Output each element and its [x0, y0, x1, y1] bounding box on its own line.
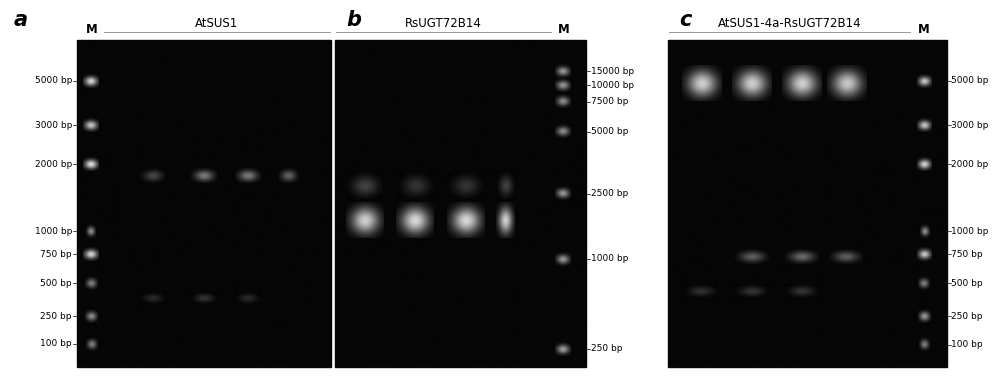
Text: M: M — [918, 23, 930, 36]
Text: M: M — [85, 23, 97, 36]
Text: 1000 bp: 1000 bp — [35, 227, 72, 236]
Text: 1000 bp: 1000 bp — [951, 227, 989, 236]
Text: 2000 bp: 2000 bp — [35, 160, 72, 169]
Text: 100 bp: 100 bp — [40, 339, 72, 348]
Text: c: c — [679, 10, 692, 29]
Text: 750 bp: 750 bp — [951, 249, 983, 259]
Text: 15000 bp: 15000 bp — [591, 66, 634, 76]
Text: 5000 bp: 5000 bp — [35, 76, 72, 86]
Text: 2000 bp: 2000 bp — [951, 160, 988, 169]
Text: 500 bp: 500 bp — [951, 279, 983, 288]
Text: 750 bp: 750 bp — [40, 249, 72, 259]
Text: 5000 bp: 5000 bp — [591, 127, 628, 136]
Text: M: M — [558, 23, 569, 36]
Bar — [77, 40, 331, 367]
Text: 1000 bp: 1000 bp — [591, 254, 628, 264]
Text: b: b — [346, 10, 361, 29]
Text: 7500 bp: 7500 bp — [591, 97, 628, 106]
Text: 250 bp: 250 bp — [591, 344, 622, 353]
Text: AtSUS1: AtSUS1 — [195, 17, 239, 30]
Text: 250 bp: 250 bp — [40, 312, 72, 320]
Text: 3000 bp: 3000 bp — [951, 121, 989, 129]
Bar — [335, 40, 586, 367]
Text: 250 bp: 250 bp — [951, 312, 983, 320]
Text: AtSUS1-4a-RsUGT72B14: AtSUS1-4a-RsUGT72B14 — [718, 17, 862, 30]
Text: RsUGT72B14: RsUGT72B14 — [405, 17, 482, 30]
Bar — [668, 40, 947, 367]
Text: 5000 bp: 5000 bp — [951, 76, 989, 86]
Text: a: a — [13, 10, 27, 29]
Text: 500 bp: 500 bp — [40, 279, 72, 288]
Text: 10000 bp: 10000 bp — [591, 81, 634, 90]
Text: 2500 bp: 2500 bp — [591, 189, 628, 198]
Text: 3000 bp: 3000 bp — [35, 121, 72, 129]
Text: 100 bp: 100 bp — [951, 340, 983, 349]
